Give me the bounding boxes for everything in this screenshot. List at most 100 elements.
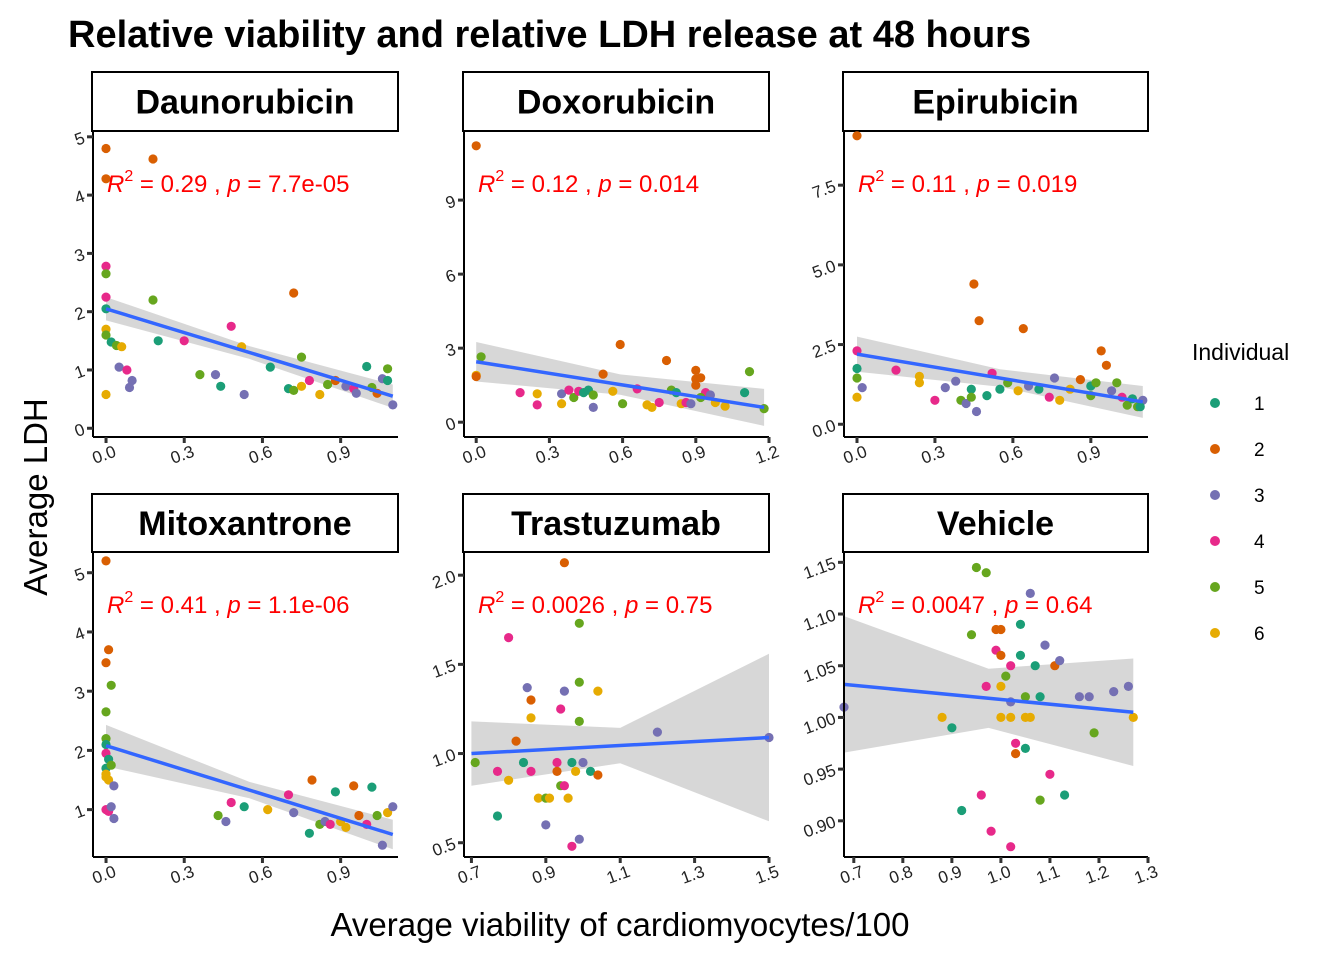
legend-label: 3: [1254, 486, 1265, 507]
data-point: [1122, 400, 1132, 410]
x-tick-label: 0.3: [533, 442, 562, 468]
data-point: [691, 365, 701, 375]
data-point: [588, 390, 598, 400]
x-tick-label: 0.6: [606, 442, 635, 468]
y-tick-label: 3: [72, 245, 87, 266]
data-point: [618, 399, 628, 409]
data-point: [101, 269, 111, 279]
facet-strip-label: Epirubicin: [912, 84, 1078, 122]
data-point: [476, 352, 486, 362]
y-tick-label: 2.5: [810, 336, 839, 362]
data-point: [852, 131, 862, 141]
data-point: [1135, 402, 1145, 412]
data-point: [615, 339, 625, 350]
x-axis-title: Average viability of cardiomyocytes/100: [330, 906, 909, 943]
data-point: [383, 808, 393, 818]
data-point: [996, 681, 1006, 692]
data-point: [574, 618, 584, 628]
data-point: [1025, 588, 1035, 599]
y-tick-label: 0.95: [801, 761, 839, 790]
data-point: [341, 822, 351, 833]
data-point: [362, 361, 372, 372]
data-point: [1001, 671, 1011, 681]
facet-strip-label: Mitoxantrone: [138, 505, 351, 543]
data-point: [283, 790, 294, 800]
legend: Individual 1 2 3 4 5 6: [1192, 339, 1289, 645]
data-point: [101, 143, 111, 154]
data-point: [559, 686, 570, 696]
regression-annotation: R2 = 0.0026 , p = 0.75: [478, 589, 712, 619]
x-tick-label: 0.0: [90, 862, 119, 888]
data-point: [1025, 712, 1035, 723]
data-point: [532, 400, 542, 410]
data-point: [1049, 373, 1060, 383]
legend-label: 5: [1254, 578, 1265, 599]
data-point: [969, 279, 979, 289]
y-tick-label: 0.0: [810, 416, 839, 442]
facet-strip-label: Doxorubicin: [517, 84, 715, 122]
data-point: [996, 712, 1006, 723]
data-point: [914, 378, 925, 388]
data-point: [372, 810, 382, 821]
data-point: [351, 388, 361, 398]
data-point: [354, 810, 364, 821]
data-point: [961, 398, 971, 409]
data-point: [544, 793, 555, 803]
y-tick-label: 0: [72, 420, 87, 441]
y-tick-label: 3: [443, 340, 458, 361]
facet-strip: [91, 493, 399, 553]
legend-swatch: [1210, 536, 1220, 546]
facet-epirubicin: Epirubicin 0.0 2.5 5.0 7.5 0.0 0.3 0.6 0.9 R2 = 0…: [810, 71, 1149, 468]
y-tick-label: 4: [72, 623, 87, 644]
data-point: [1055, 395, 1065, 405]
y-tick-label: 2.0: [430, 567, 459, 593]
data-point: [654, 397, 664, 408]
data-point: [101, 658, 111, 668]
x-tick-label: 0.8: [887, 862, 916, 888]
data-point: [106, 680, 116, 690]
data-point: [986, 826, 996, 836]
y-tick-label: 5: [72, 128, 87, 149]
data-point: [1006, 842, 1016, 852]
y-tick-label: 1: [72, 801, 87, 822]
data-point: [106, 802, 116, 812]
data-point: [504, 633, 514, 643]
data-point: [114, 362, 124, 372]
data-point: [1011, 749, 1021, 759]
y-tick-label: 5.0: [810, 256, 839, 282]
data-point: [377, 840, 387, 850]
confidence-band: [106, 724, 393, 850]
data-point: [852, 392, 862, 402]
data-point: [1040, 640, 1050, 650]
x-tick-label: 0.3: [168, 862, 197, 888]
data-point: [930, 395, 940, 405]
data-point: [124, 382, 135, 393]
legend-title: Individual: [1192, 339, 1289, 365]
legend-swatch: [1210, 628, 1220, 638]
data-point: [563, 793, 573, 803]
data-point: [101, 707, 111, 717]
data-point: [661, 355, 672, 366]
facet-daunorubicin: Daunorubicin 0 1 2 3 4 5 0.0 0.3 0.6 0.9 R2 = 0.29 …: [72, 71, 399, 468]
facet-mitoxantrone: Mitoxantrone 1 2 3 4 5 0.0 0.3 0.6 0.9 R2 = 0.41 ,…: [72, 493, 399, 888]
data-point: [686, 399, 696, 409]
data-point: [388, 400, 398, 410]
legend-label: 4: [1254, 532, 1265, 553]
data-point: [1011, 738, 1021, 748]
y-tick-label: 1.00: [801, 709, 839, 738]
data-point: [1044, 392, 1054, 402]
regression-annotation: R2 = 0.11 , p = 0.019: [858, 168, 1077, 198]
data-point: [216, 381, 226, 391]
data-point: [518, 757, 529, 768]
x-tick-label: 0.9: [936, 862, 965, 888]
facet-strip: [842, 71, 1149, 132]
data-point: [296, 381, 307, 391]
data-point: [383, 375, 393, 386]
facet-strip: [462, 71, 770, 132]
data-point: [569, 392, 579, 403]
data-point: [1045, 769, 1055, 779]
y-tick-label: 1.10: [801, 606, 839, 635]
data-point: [533, 793, 544, 803]
data-point: [981, 681, 991, 692]
data-point: [1112, 378, 1122, 388]
